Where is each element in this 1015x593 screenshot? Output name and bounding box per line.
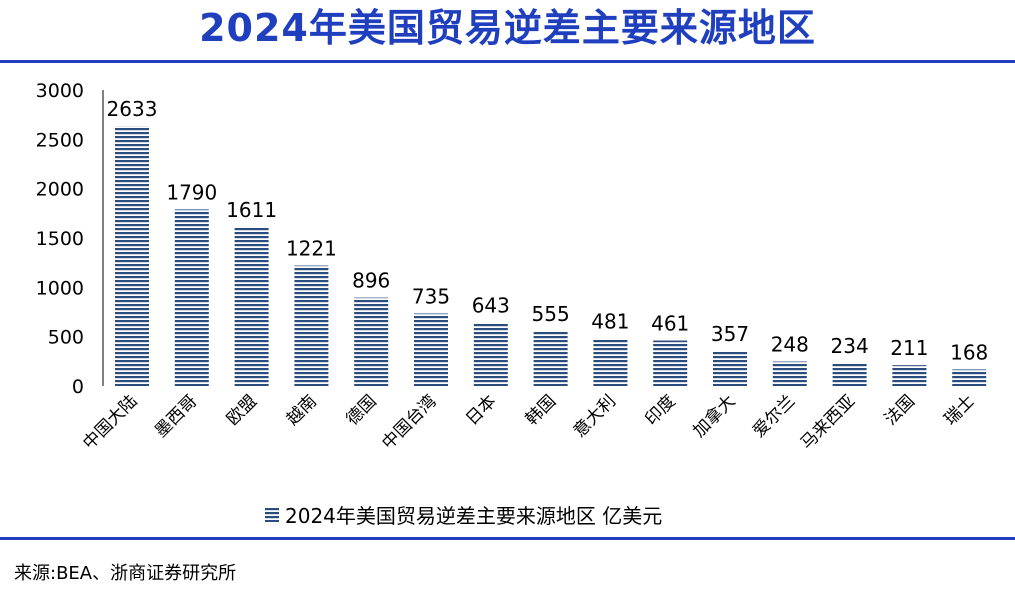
data-labels: 2633 1790 1611 1221 896 735 643 555 481 461 357 248… [107, 97, 989, 364]
data-label: 168 [950, 340, 988, 364]
bar [234, 227, 269, 386]
bar [533, 331, 568, 386]
bar [473, 322, 508, 386]
legend: 2024年美国贸易逆差主要来源地区 亿美元 [265, 504, 662, 528]
bar [713, 350, 747, 386]
category-label: 德国 [343, 391, 381, 429]
data-label: 234 [831, 334, 869, 358]
data-label: 357 [711, 322, 749, 346]
bar [115, 126, 149, 386]
y-tick-label: 2000 [36, 179, 84, 201]
y-tick-label: 1500 [36, 228, 84, 250]
chart-title: 2024年美国贸易逆差主要来源地区 [199, 6, 816, 50]
data-label: 1611 [226, 198, 277, 222]
category-label: 中国大陆 [79, 391, 141, 453]
category-label: 瑞士 [941, 391, 979, 429]
bar [414, 313, 448, 386]
bar [294, 265, 329, 386]
category-label: 马来西亚 [797, 391, 859, 453]
category-label: 日本 [462, 391, 500, 429]
legend-swatch [265, 508, 279, 522]
bars [115, 126, 987, 386]
category-label: 加拿大 [689, 391, 740, 442]
bar-chart: 0 500 1000 1500 2000 2500 3000 2633 1790 1611 122… [36, 80, 989, 528]
y-tick-label: 0 [72, 376, 84, 398]
y-tick-label: 1000 [36, 277, 84, 299]
category-label: 越南 [283, 391, 321, 429]
data-label: 211 [890, 336, 928, 360]
data-label: 555 [532, 302, 570, 326]
bar [892, 365, 927, 386]
category-label: 爱尔兰 [749, 391, 799, 441]
bar [174, 209, 209, 386]
data-label: 248 [771, 333, 809, 357]
source-note: 来源:BEA、浙商证券研究所 [14, 563, 237, 584]
category-label: 墨西哥 [151, 391, 201, 441]
bar [354, 297, 389, 386]
bar [653, 340, 688, 386]
category-label: 法国 [881, 391, 919, 429]
bar [952, 369, 987, 386]
category-label: 印度 [642, 391, 680, 429]
legend-label: 2024年美国贸易逆差主要来源地区 亿美元 [285, 504, 662, 528]
bar [772, 361, 807, 386]
category-label: 意大利 [570, 391, 620, 441]
category-label: 韩国 [522, 391, 560, 429]
data-label: 896 [352, 269, 390, 293]
data-label: 1790 [166, 180, 217, 204]
bar [832, 362, 867, 386]
y-tick-label: 500 [48, 327, 84, 349]
title-rule [0, 60, 1015, 63]
data-label: 461 [651, 312, 689, 336]
category-label: 欧盟 [223, 391, 261, 429]
data-label: 2633 [107, 97, 158, 121]
bar [593, 338, 628, 386]
data-label: 643 [472, 294, 510, 318]
data-label: 735 [412, 284, 450, 308]
y-axis: 0 500 1000 1500 2000 2500 3000 [36, 80, 104, 398]
y-tick-label: 2500 [36, 129, 84, 151]
data-label: 481 [591, 310, 629, 334]
data-label: 1221 [286, 237, 337, 261]
y-tick-label: 3000 [36, 80, 84, 102]
footer-rule [0, 537, 1015, 540]
category-label: 中国台湾 [378, 391, 440, 453]
